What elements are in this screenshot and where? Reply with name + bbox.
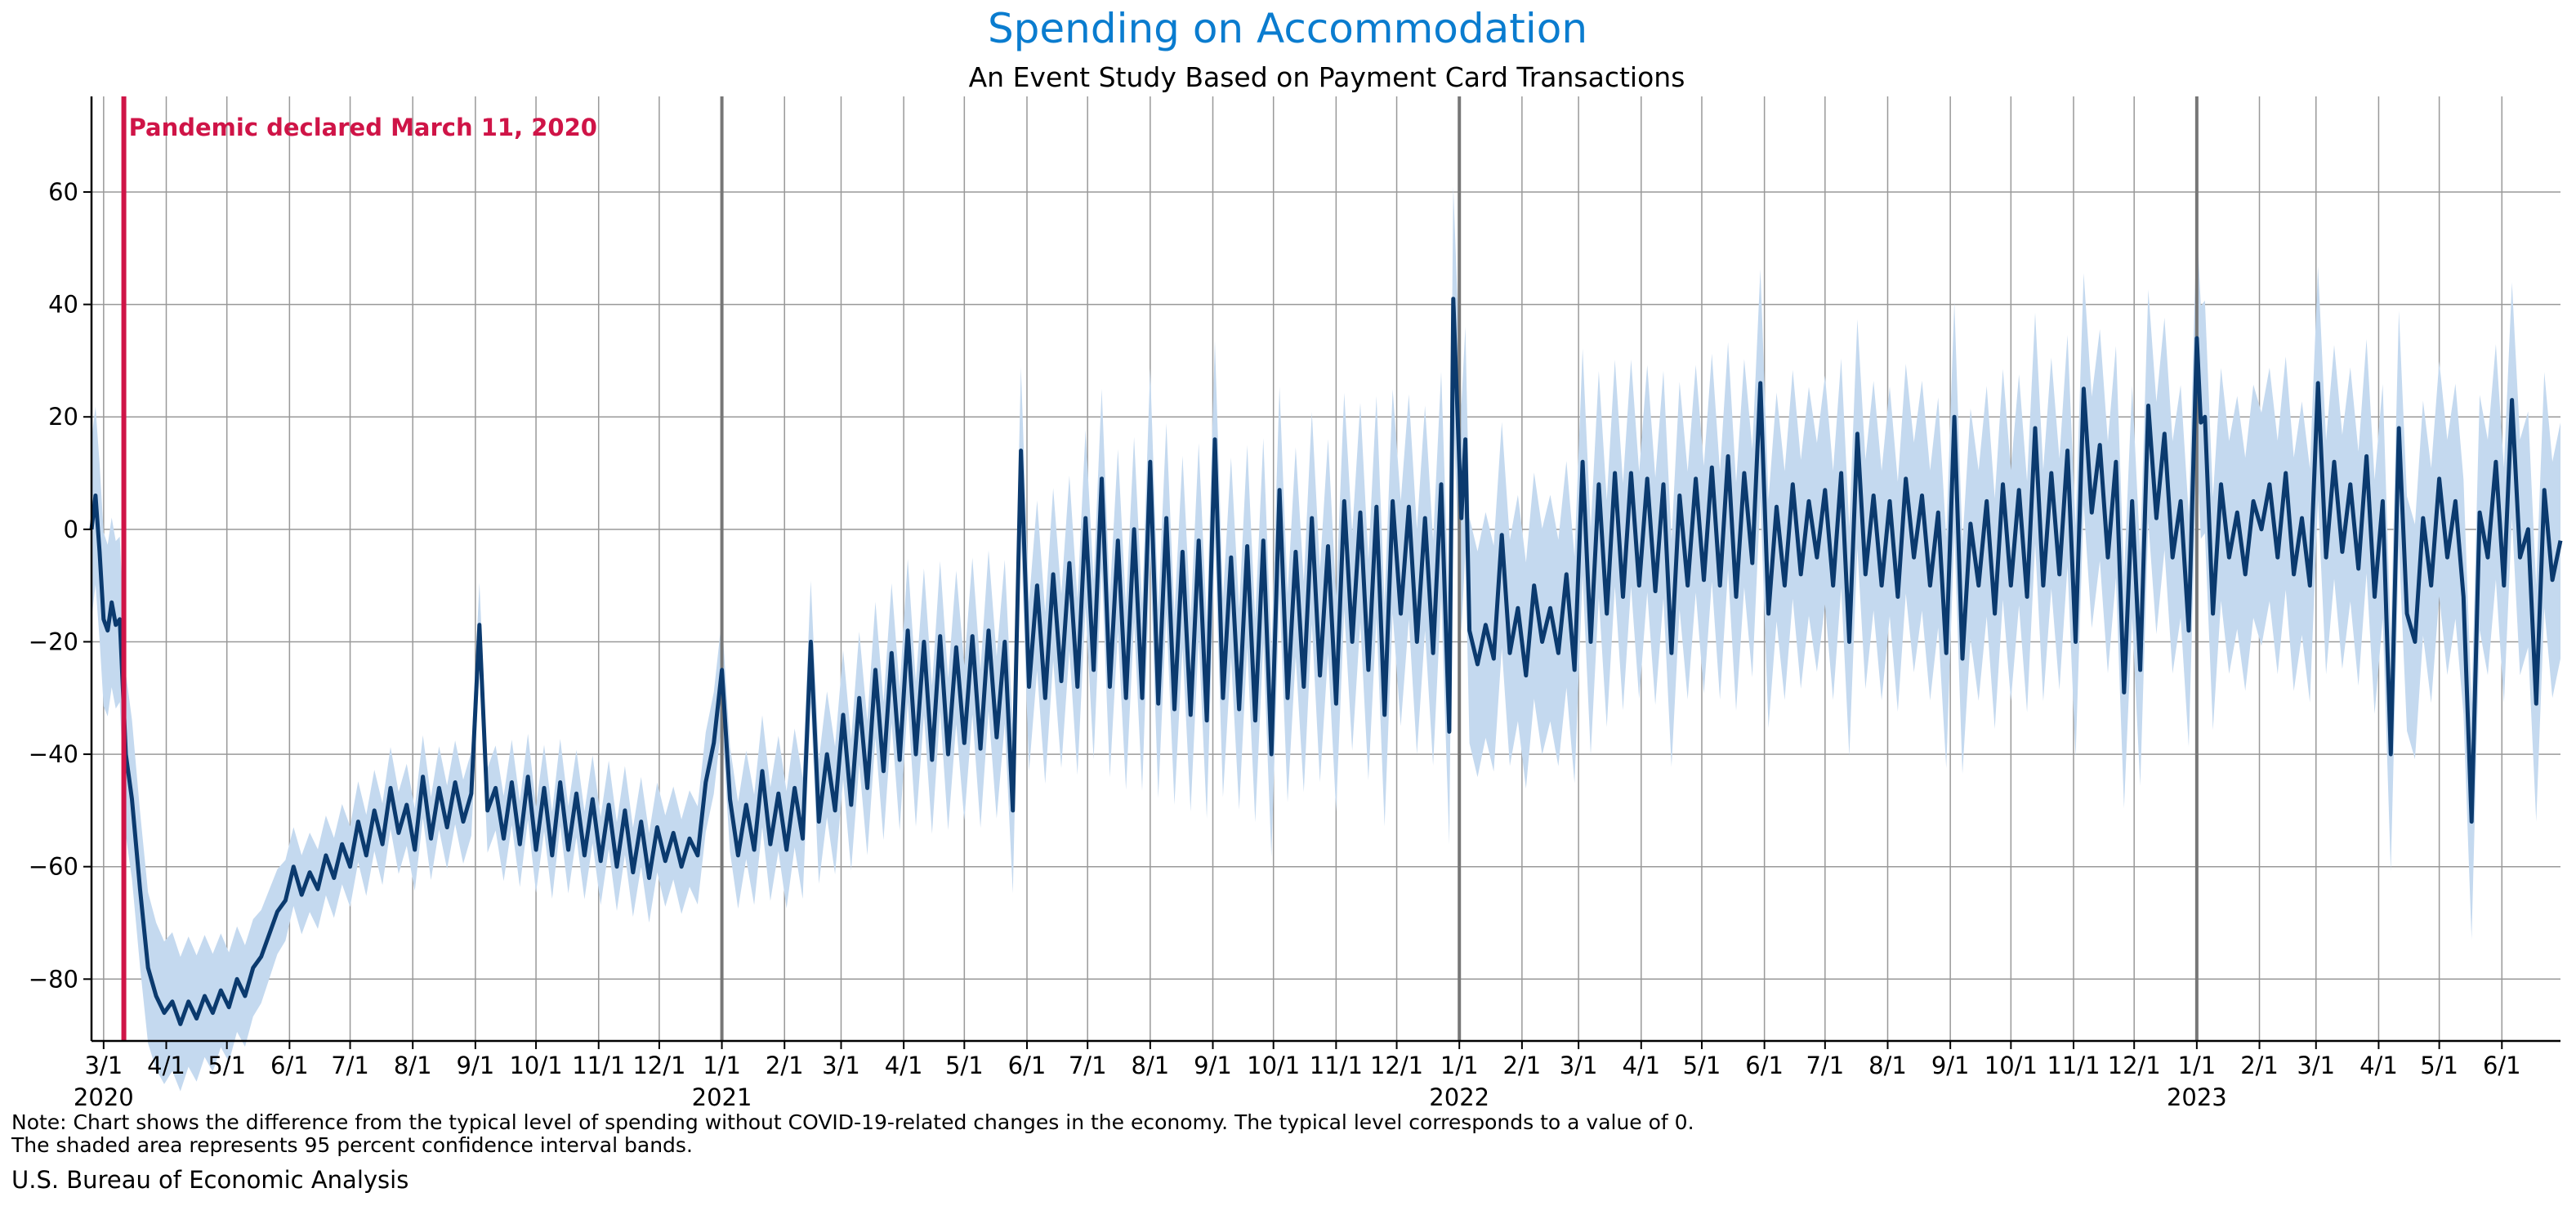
- x-year-label: 2020: [74, 1083, 134, 1111]
- x-tick-label: 5/1: [2420, 1052, 2458, 1079]
- x-tick-label: 7/1: [331, 1052, 369, 1079]
- x-tick-label: 1/1: [1440, 1052, 1479, 1079]
- x-tick-label: 4/1: [147, 1052, 185, 1079]
- x-tick-label: 3/1: [822, 1052, 860, 1079]
- x-tick-label: 7/1: [1069, 1052, 1107, 1079]
- x-tick-label: 10/1: [1984, 1052, 2038, 1079]
- chart-subtitle: An Event Study Based on Payment Card Tra…: [969, 61, 1685, 93]
- x-tick-label: 12/1: [2108, 1052, 2161, 1079]
- pandemic-annotation: Pandemic declared March 11, 2020: [129, 114, 597, 141]
- y-tick-labels: 60 40 20 0 −20 −40 −60 −80: [29, 178, 92, 993]
- y-tick-label: 0: [64, 516, 78, 543]
- x-tick-label: 3/1: [2297, 1052, 2335, 1079]
- x-tick-label: 5/1: [208, 1052, 246, 1079]
- x-tick-label: 5/1: [945, 1052, 984, 1079]
- x-year-label: 2021: [692, 1083, 752, 1111]
- axes: [90, 96, 2560, 1043]
- x-tick-label: 5/1: [1683, 1052, 1721, 1079]
- x-tick-label: 4/1: [1622, 1052, 1660, 1079]
- x-tick-label: 11/1: [2047, 1052, 2100, 1079]
- x-tick-label: 1/1: [2178, 1052, 2217, 1079]
- x-tick-label: 4/1: [2359, 1052, 2398, 1079]
- x-tick-label: 10/1: [1247, 1052, 1300, 1079]
- y-tick-label: 60: [48, 178, 78, 206]
- chart-title: Spending on Accommodation: [988, 5, 1587, 52]
- spending-line: [89, 297, 2563, 1026]
- x-tick-label: 2/1: [1503, 1052, 1542, 1079]
- source-credit: U.S. Bureau of Economic Analysis: [11, 1166, 408, 1194]
- x-tick-label: 8/1: [1868, 1052, 1907, 1079]
- y-tick-label: 40: [48, 291, 78, 319]
- x-tick-label: 7/1: [1806, 1052, 1844, 1079]
- x-tick-labels: 3/1 4/1 5/1 6/1 7/1 8/1 9/1 10/1 11/1 12/1 1/1 2/1 3…: [74, 1041, 2521, 1111]
- x-tick-label: 11/1: [572, 1052, 625, 1079]
- y-tick-label: −20: [29, 628, 78, 655]
- footnote-line-2: The shaded area represents 95 percent co…: [11, 1133, 693, 1157]
- x-tick-label: 9/1: [1194, 1052, 1232, 1079]
- x-tick-label: 1/1: [703, 1052, 741, 1079]
- x-tick-label: 3/1: [85, 1052, 123, 1079]
- x-tick-label: 12/1: [1370, 1052, 1423, 1079]
- x-tick-label: 8/1: [1132, 1052, 1170, 1079]
- annotation-layer: Pandemic declared March 11, 2020: [121, 96, 597, 1041]
- x-year-label: 2022: [1429, 1083, 1489, 1111]
- spending-line-layer: [89, 297, 2563, 1026]
- x-tick-label: 8/1: [394, 1052, 432, 1079]
- x-tick-label: 6/1: [1008, 1052, 1047, 1079]
- year-divider-layer: [720, 96, 2199, 1041]
- x-tick-label: 9/1: [1931, 1052, 1970, 1079]
- y-tick-label: −60: [29, 853, 78, 881]
- x-tick-label: 6/1: [1745, 1052, 1784, 1079]
- footnote-line-1: Note: Chart shows the difference from th…: [11, 1110, 1694, 1134]
- x-tick-label: 12/1: [632, 1052, 685, 1079]
- x-tick-label: 6/1: [270, 1052, 309, 1079]
- x-tick-label: 4/1: [885, 1052, 923, 1079]
- x-tick-label: 9/1: [457, 1052, 495, 1079]
- y-tick-label: 20: [48, 403, 78, 431]
- confidence-interval-band: [92, 185, 2560, 1092]
- x-tick-label: 11/1: [1310, 1052, 1363, 1079]
- y-tick-label: −80: [29, 965, 78, 993]
- x-tick-label: 2/1: [766, 1052, 804, 1079]
- x-tick-label: 10/1: [509, 1052, 562, 1079]
- x-tick-label: 3/1: [1560, 1052, 1598, 1079]
- confidence-band-layer: [92, 185, 2560, 1092]
- x-year-label: 2023: [2167, 1083, 2227, 1111]
- x-tick-label: 2/1: [2240, 1052, 2279, 1079]
- x-tick-label: 6/1: [2483, 1052, 2521, 1079]
- y-tick-label: −40: [29, 740, 78, 768]
